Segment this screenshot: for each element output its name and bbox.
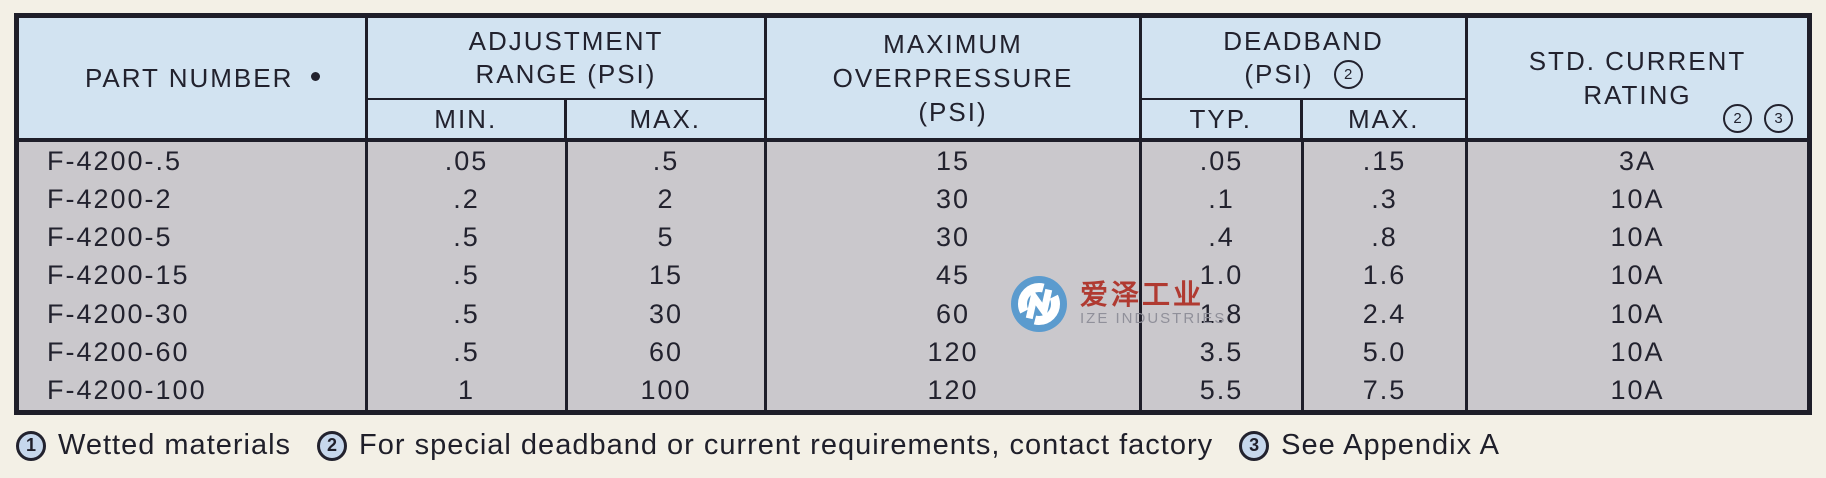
min-cell: 1 <box>368 371 568 410</box>
header-overpressure: MAXIMUM OVERPRESSURE (PSI) <box>767 18 1142 138</box>
current-cell: 3A <box>1468 142 1807 181</box>
current-cell: 10A <box>1468 295 1807 334</box>
deadband-max-cell: 5.0 <box>1304 333 1468 372</box>
footnote-1-dot-marker <box>311 71 321 81</box>
ize-logo-icon <box>1011 276 1067 332</box>
footnote-2-icon: 2 <box>317 430 348 461</box>
overpressure-cell: 45 <box>767 256 1142 296</box>
part-number-cell: F-4200-.5 <box>19 142 368 181</box>
deadband-typ-cell: .4 <box>1142 218 1304 257</box>
deadband-typ-cell: 1.0 <box>1142 256 1304 296</box>
header-part-number-label: PART NUMBER <box>85 63 294 93</box>
table-body: F-4200-.5 .05 .5 15 .05 .15 3A F-4200-2 … <box>19 142 1807 410</box>
part-number-cell: F-4200-5 <box>19 218 368 257</box>
overpressure-line1: MAXIMUM <box>883 29 1023 59</box>
header-adjustment-label: ADJUSTMENT RANGE (PSI) <box>368 18 764 100</box>
overpressure-cell: 60 <box>767 295 1142 334</box>
overpressure-cell: 120 <box>767 333 1142 372</box>
spec-table: PART NUMBER ADJUSTMENT RANGE (PSI) MIN. … <box>14 13 1812 415</box>
min-cell: .2 <box>368 180 568 219</box>
deadband-max-cell: .15 <box>1304 142 1468 181</box>
header-part-number: PART NUMBER <box>19 18 368 138</box>
watermark: 爱泽工业 IZE INDUSTRIES <box>1010 275 1226 333</box>
table-row: F-4200-30 .5 30 60 1.8 2.4 10A <box>19 295 1807 334</box>
footnote-2-marker-icon: 2 <box>1723 104 1752 133</box>
footnote-1: 1 Wetted materials <box>16 429 291 462</box>
current-cell: 10A <box>1468 333 1807 372</box>
min-cell: .5 <box>368 333 568 372</box>
footnote-1-icon: 1 <box>16 430 46 461</box>
table-row: F-4200-5 .5 5 30 .4 .8 10A <box>19 218 1807 257</box>
footnotes: 1 Wetted materials 2 For special deadban… <box>16 429 1816 462</box>
min-cell: .5 <box>368 256 568 296</box>
adjustment-line1: ADJUSTMENT <box>468 26 664 56</box>
table-row: F-4200-.5 .05 .5 15 .05 .15 3A <box>19 142 1807 181</box>
min-cell: .05 <box>368 142 568 181</box>
deadband-max-cell: 7.5 <box>1304 371 1468 410</box>
current-line2: RATING <box>1583 80 1692 110</box>
footnote-3: 3 See Appendix A <box>1239 429 1500 462</box>
footnote-3-marker-icon: 3 <box>1764 104 1793 133</box>
header-deadband-label: DEADBAND (PSI) 2 <box>1142 18 1465 100</box>
deadband-typ-cell: .1 <box>1142 180 1304 219</box>
max-cell: 100 <box>568 371 767 410</box>
watermark-en-text: IZE INDUSTRIES <box>1080 310 1227 327</box>
header-deadband-group: DEADBAND (PSI) 2 TYP. MAX. <box>1142 18 1468 138</box>
max-cell: 60 <box>568 333 767 372</box>
footnote-2-marker-icon: 2 <box>1333 60 1363 89</box>
max-cell: 5 <box>568 218 767 257</box>
deadband-max-cell: 1.6 <box>1304 256 1468 296</box>
deadband-line1: DEADBAND <box>1223 26 1384 56</box>
header-min: MIN. <box>368 100 567 138</box>
header-typ: TYP. <box>1142 100 1303 138</box>
overpressure-cell: 120 <box>767 371 1142 410</box>
current-cell: 10A <box>1468 218 1807 257</box>
part-number-cell: F-4200-60 <box>19 333 368 372</box>
max-cell: 2 <box>568 180 767 219</box>
footnote-2-text: For special deadband or current requirem… <box>359 429 1214 461</box>
current-cell: 10A <box>1468 180 1807 219</box>
deadband-line2: (PSI) <box>1244 59 1314 89</box>
overpressure-cell: 30 <box>767 218 1142 257</box>
current-line1: STD. CURRENT <box>1528 46 1747 76</box>
current-cell: 10A <box>1468 256 1807 296</box>
table-row: F-4200-100 1 100 120 5.5 7.5 10A <box>19 371 1807 410</box>
table-row: F-4200-60 .5 60 120 3.5 5.0 10A <box>19 333 1807 372</box>
header-adjustment-group: ADJUSTMENT RANGE (PSI) MIN. MAX. <box>368 18 767 138</box>
part-number-cell: F-4200-100 <box>19 371 368 410</box>
header-deadband-max: MAX. <box>1347 104 1420 134</box>
footnote-3-text: See Appendix A <box>1281 429 1500 461</box>
min-cell: .5 <box>368 218 568 257</box>
table-row: F-4200-2 .2 2 30 .1 .3 10A <box>19 180 1807 219</box>
footnote-3-icon: 3 <box>1239 430 1270 461</box>
deadband-max-cell: 2.4 <box>1304 295 1468 334</box>
deadband-typ-cell: 5.5 <box>1142 371 1304 410</box>
deadband-typ-cell: 1.8 <box>1142 295 1304 334</box>
max-cell: .5 <box>568 142 767 181</box>
header-max: MAX. <box>629 104 702 134</box>
footnote-2: 2 For special deadband or current requir… <box>317 429 1213 462</box>
overpressure-line3: (PSI) <box>918 97 988 127</box>
min-cell: .5 <box>368 295 568 334</box>
max-cell: 15 <box>568 256 767 296</box>
current-cell: 10A <box>1468 371 1807 410</box>
max-cell: 30 <box>568 295 767 334</box>
deadband-typ-cell: 3.5 <box>1142 333 1304 372</box>
header-current-rating: STD. CURRENT RATING 2 3 <box>1468 18 1807 138</box>
adjustment-line2: RANGE (PSI) <box>475 59 657 89</box>
deadband-max-cell: .3 <box>1304 180 1468 219</box>
table-header: PART NUMBER ADJUSTMENT RANGE (PSI) MIN. … <box>19 18 1807 142</box>
deadband-max-cell: .8 <box>1304 218 1468 257</box>
table-row: F-4200-15 .5 15 45 1.0 1.6 10A <box>19 256 1807 296</box>
part-number-cell: F-4200-15 <box>19 256 368 296</box>
overpressure-cell: 15 <box>767 142 1142 181</box>
overpressure-cell: 30 <box>767 180 1142 219</box>
part-number-cell: F-4200-2 <box>19 180 368 219</box>
watermark-cn-text: 爱泽工业 <box>1080 279 1205 310</box>
overpressure-line2: OVERPRESSURE <box>832 63 1074 93</box>
part-number-cell: F-4200-30 <box>19 295 368 334</box>
deadband-typ-cell: .05 <box>1142 142 1304 181</box>
footnote-1-text: Wetted materials <box>58 429 292 461</box>
